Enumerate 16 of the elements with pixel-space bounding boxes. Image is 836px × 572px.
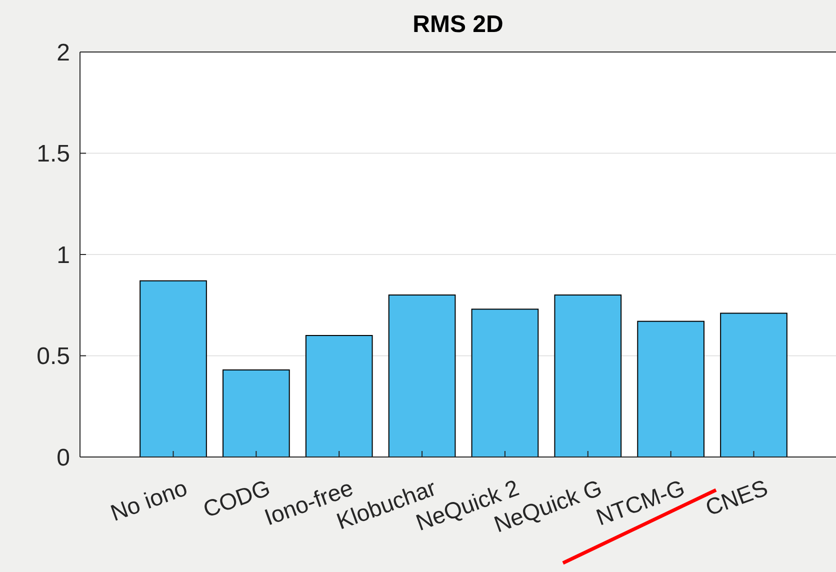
- y-tick-label: 0: [56, 444, 70, 472]
- bar: [554, 294, 622, 458]
- x-tick-label: CNES: [702, 474, 771, 521]
- y-tick-label: 1.5: [36, 140, 70, 168]
- bar: [637, 320, 704, 458]
- bar: [720, 312, 788, 458]
- y-tick-label: 0.5: [36, 343, 70, 370]
- bar: [222, 369, 290, 458]
- chart-title: RMS 2D: [412, 11, 504, 38]
- bar: [471, 308, 539, 458]
- x-tick-label: No iono: [107, 474, 190, 526]
- bar: [305, 335, 373, 458]
- y-tick-label: 2: [56, 39, 70, 66]
- bar: [388, 294, 456, 458]
- bar: [140, 280, 207, 458]
- y-tick-label: 1: [56, 242, 70, 269]
